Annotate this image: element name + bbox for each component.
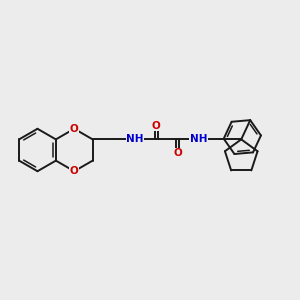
- Text: O: O: [173, 148, 182, 158]
- Text: NH: NH: [190, 134, 208, 144]
- Text: O: O: [70, 124, 79, 134]
- Text: NH: NH: [126, 134, 144, 144]
- Text: O: O: [70, 166, 79, 176]
- Text: O: O: [152, 121, 161, 130]
- Text: NH: NH: [190, 134, 208, 144]
- Text: O: O: [173, 148, 182, 158]
- Text: O: O: [70, 124, 79, 134]
- Text: O: O: [152, 121, 161, 130]
- Text: O: O: [70, 166, 79, 176]
- Text: NH: NH: [126, 134, 144, 144]
